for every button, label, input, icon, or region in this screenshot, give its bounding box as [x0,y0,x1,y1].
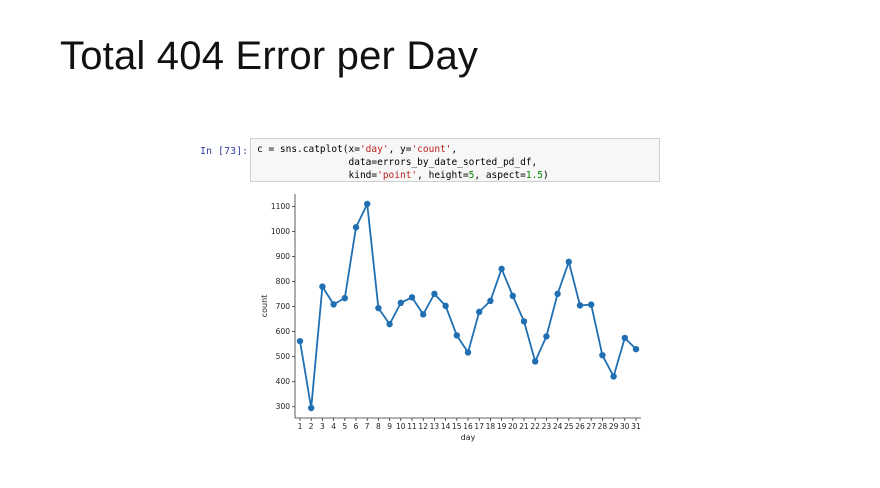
x-tick-label: 12 [418,422,428,431]
data-point [319,283,326,290]
y-tick-label: 800 [276,277,291,286]
data-point [554,290,561,298]
x-tick-label: 20 [508,422,518,431]
data-point [621,334,628,342]
x-tick-label: 4 [331,422,336,431]
code-line: kind='point', height=5, aspect=1.5) [257,169,653,182]
code-token: c = sns.catplot(x= [257,144,360,155]
x-tick-label: 8 [376,422,381,431]
data-point [431,290,438,298]
series-line [299,203,637,409]
data-point [397,299,404,307]
x-tick-label: 22 [530,422,540,431]
data-point [364,200,371,208]
x-tick-label: 6 [354,422,359,431]
code-token: 5 [468,170,475,181]
x-tick-label: 14 [441,422,451,431]
x-tick-label: 23 [542,422,552,431]
code-token: , aspect= [474,170,526,181]
data-point [565,258,572,266]
x-tick-label: 18 [486,422,496,431]
data-point [520,318,528,325]
code-token: , [451,144,458,155]
x-tick-label: 26 [575,422,585,431]
data-point [576,302,584,309]
data-point [509,292,516,300]
x-tick-label: 7 [365,422,370,431]
x-tick-label: 15 [452,422,462,431]
x-tick-label: 5 [342,422,347,431]
data-point [543,333,550,340]
code-token: , height= [417,170,469,181]
y-tick-label: 500 [276,352,291,361]
data-point [330,301,337,308]
data-point [453,332,460,339]
y-tick-label: 400 [276,377,291,386]
data-point [386,320,393,328]
x-axis-label: day [461,433,476,442]
y-tick-label: 300 [276,402,291,411]
code-input-box[interactable]: c = sns.catplot(x='day', y='count', data… [250,138,660,182]
y-tick-label: 700 [276,302,291,311]
x-tick-label: 30 [620,422,630,431]
x-tick-label: 11 [407,422,417,431]
code-token: 1.5 [525,170,544,181]
data-point [532,358,539,365]
data-point [464,349,472,356]
x-tick-label: 21 [519,422,529,431]
data-point [296,337,304,345]
code-token: 'point' [377,170,418,181]
x-tick-label: 1 [298,422,303,431]
x-tick-label: 16 [463,422,473,431]
data-point [498,265,505,273]
x-tick-label: 28 [598,422,608,431]
x-tick-label: 2 [309,422,314,431]
x-tick-label: 3 [320,422,325,431]
x-tick-label: 29 [609,422,619,431]
data-point [341,294,348,302]
y-tick-label: 1000 [271,227,290,236]
cell-prompt: In [73]: [200,146,249,157]
x-tick-label: 25 [564,422,574,431]
code-token: data=errors_by_date_sorted_pd_df, [257,157,538,168]
x-tick-label: 10 [396,422,406,431]
data-point [442,302,449,310]
data-point [588,301,595,308]
y-axis-label: count [260,295,269,318]
code-token: ) [543,170,549,181]
code-token: 'day' [359,144,389,155]
data-point [487,297,494,305]
slide-title: Total 404 Error per Day [60,34,479,78]
x-tick-label: 31 [631,422,641,431]
x-tick-label: 9 [387,422,392,431]
x-tick-label: 13 [430,422,440,431]
code-token: 'count' [411,144,452,155]
code-token: kind= [257,170,378,181]
data-point [420,311,427,318]
data-point [352,224,360,231]
data-point [375,304,382,312]
x-tick-label: 19 [497,422,507,431]
y-tick-label: 1100 [271,202,290,211]
x-tick-label: 17 [474,422,484,431]
code-token: , y= [388,144,412,155]
data-point [599,351,606,359]
y-tick-label: 600 [276,327,291,336]
code-line: c = sns.catplot(x='day', y='count', [257,143,653,156]
y-tick-label: 900 [276,252,291,261]
data-point [308,404,315,412]
x-tick-label: 24 [553,422,563,431]
data-point [632,345,640,353]
data-point [408,294,416,301]
data-point [610,373,617,380]
x-tick-label: 27 [586,422,596,431]
data-point [476,308,483,316]
code-line: data=errors_by_date_sorted_pd_df, [257,156,653,169]
